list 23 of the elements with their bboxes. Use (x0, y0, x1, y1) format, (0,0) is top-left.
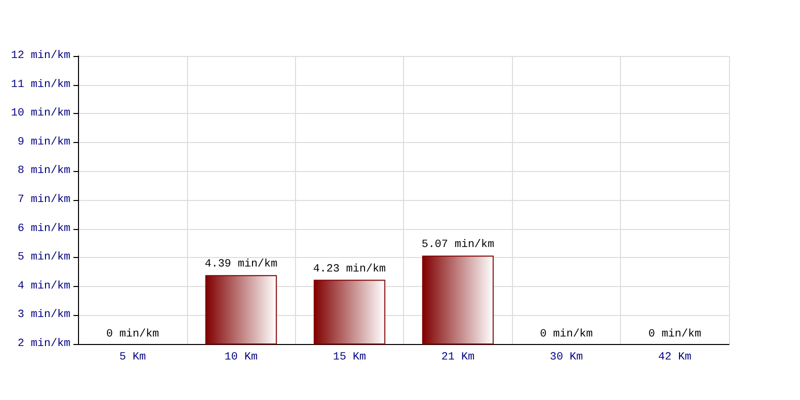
y-tick-label: 4 min/km (18, 280, 71, 292)
data-label: 5.07 min/km (422, 239, 495, 252)
y-tick-label: 11 min/km (10, 78, 71, 91)
y-tick-label: 12 min/km (10, 50, 71, 62)
y-tick-label: 2 min/km (18, 338, 71, 350)
x-tick-label: 5 Km (119, 352, 146, 364)
data-label: 4.23 min/km (313, 263, 386, 276)
y-tick-label: 5 min/km (18, 252, 71, 264)
text: 0 min/km (106, 328, 160, 340)
data-label: 4.39 min/km (204, 258, 278, 271)
y-tick-label: 3 min/km (18, 309, 71, 322)
text: 0 min/km (540, 328, 593, 340)
y-tick-label: 6 min/km (18, 222, 71, 235)
x-tick-label: 21 Km (441, 352, 475, 364)
y-tick-label: 7 min/km (18, 194, 71, 206)
x-tick-label: 10 Km (224, 352, 258, 364)
x-tick-label: 42 Km (658, 352, 692, 364)
x-tick-label: 15 Km (332, 352, 366, 364)
y-tick-label: 8 min/km (18, 165, 71, 178)
text: 0 min/km (648, 328, 702, 340)
y-tick-label: 10 min/km (10, 108, 71, 120)
x-tick-label: 30 Km (550, 352, 584, 364)
y-tick-label: 9 min/km (18, 136, 71, 148)
